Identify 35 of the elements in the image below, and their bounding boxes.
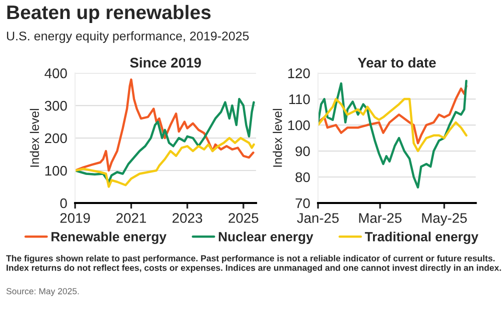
y-tick-label: 100 — [45, 166, 67, 176]
y-tick-label: 120 — [288, 68, 310, 78]
y-tick-label: 80 — [296, 172, 310, 182]
source-note: Source: May 2025. — [6, 288, 79, 296]
y-tick-label: 400 — [44, 68, 67, 78]
y-tick-label: 200 — [44, 133, 67, 144]
text: The figures shown relate to past performance. Past performance is not a reliable indicator of current or future results. Index returns do not reflect fees, costs or expenses. Indices are unmanaged and one cannot invest directly in an index. — [6, 254, 501, 273]
text: Beaten up renewables — [7, 4, 211, 24]
line-series — [318, 84, 468, 144]
y-axis-title: Index level — [272, 108, 282, 167]
x-tick-label: 2025 — [228, 213, 258, 223]
y-tick-label: 100 — [288, 120, 310, 130]
legend-label: Renewable energy — [52, 232, 166, 244]
line-series — [318, 98, 468, 152]
x-tick-label: May-25 — [422, 213, 467, 226]
line-series — [75, 136, 255, 188]
chart-title: Year to date — [358, 57, 436, 68]
y-axis-title: Index level — [30, 108, 40, 167]
x-tick-label: Mar-25 — [359, 213, 402, 223]
x-tick-label: 2023 — [172, 213, 202, 223]
y-tick-label: 90 — [296, 146, 310, 156]
y-tick-label: 300 — [44, 100, 67, 111]
legend-label: Nuclear energy — [218, 232, 314, 244]
chart-title: Since 2019 — [130, 57, 201, 68]
line-series — [318, 80, 468, 189]
legend-label: Traditional energy — [364, 232, 478, 244]
line-series — [75, 78, 254, 172]
y-tick-label: 0 — [60, 198, 67, 208]
y-tick-label: 110 — [289, 94, 310, 104]
y-tick-label: 70 — [296, 198, 310, 208]
x-tick-label: 2021 — [116, 213, 146, 223]
line-series — [75, 98, 255, 183]
x-tick-label: Jan-25 — [297, 213, 339, 223]
x-tick-label: 2019 — [60, 213, 90, 223]
text: U.S. energy equity performance, 2019-2025 — [7, 31, 249, 43]
